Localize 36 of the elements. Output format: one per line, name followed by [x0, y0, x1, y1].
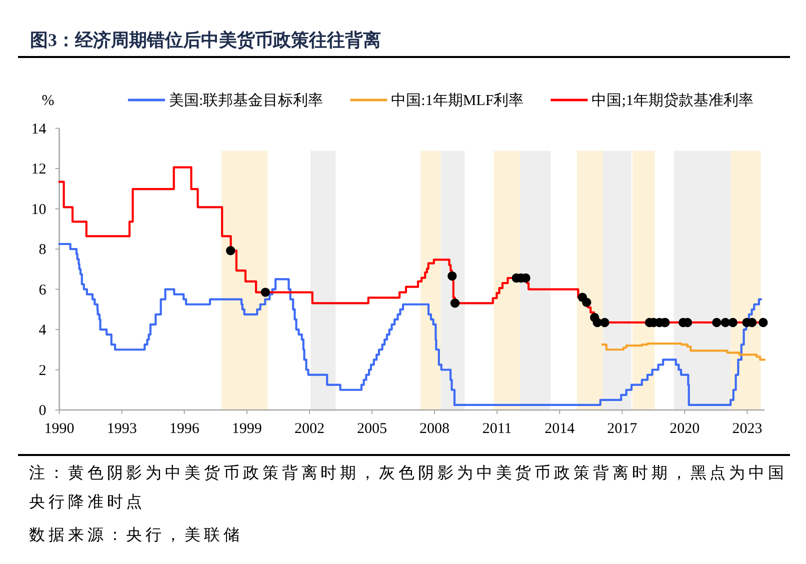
x-tick-label: 2011	[482, 421, 512, 437]
legend-label: 美国:联邦基金目标利率	[169, 92, 324, 109]
text: 注：黄色阴影为中美货币政策背离时期，灰色阴影为中美货币政策背离时期，黑点为中国央行降准时点	[29, 464, 789, 513]
y-tick-label: 12	[31, 162, 46, 178]
x-tick-label: 2002	[294, 421, 324, 437]
y-tick-label: 6	[38, 282, 47, 298]
y-tick-label: 2	[38, 362, 46, 379]
x-tick-label: 1996	[169, 421, 200, 437]
point	[448, 271, 457, 281]
x-tick-label: 2023	[732, 421, 762, 437]
chart-title: 图3：经济周期错位后中美货币政策往往背离	[30, 30, 381, 50]
point	[728, 318, 738, 328]
x-tick-label: 2005	[357, 421, 388, 437]
y-tick-label: 8	[38, 242, 46, 258]
y-tick-label: 10	[31, 202, 46, 218]
x-tick-label: 2014	[544, 421, 576, 437]
point	[712, 318, 722, 328]
x-tick-label: 2020	[670, 421, 700, 437]
x-tick-label: 2008	[420, 421, 450, 437]
y-tick-label: 4	[38, 322, 47, 339]
y-tick-label: 0	[38, 403, 46, 419]
point	[260, 288, 270, 297]
x-tick-label: 1993	[106, 421, 137, 437]
point	[600, 318, 610, 328]
source-note: 数据来源：央行，美联储	[29, 526, 244, 546]
legend-label: 中国:1年期MLF利率	[391, 92, 524, 109]
point	[582, 298, 592, 307]
x-tick-label: 1999	[232, 421, 262, 437]
point	[758, 318, 768, 328]
point	[226, 246, 236, 256]
x-tick-label: 2017	[607, 421, 638, 437]
legend-label: 中国;1年期贷款基准利率	[592, 92, 754, 109]
y-axis-title: %	[42, 93, 54, 109]
x-tick-label: 1990	[44, 421, 74, 437]
point	[450, 298, 460, 308]
y-tick-label: 14	[31, 121, 47, 138]
